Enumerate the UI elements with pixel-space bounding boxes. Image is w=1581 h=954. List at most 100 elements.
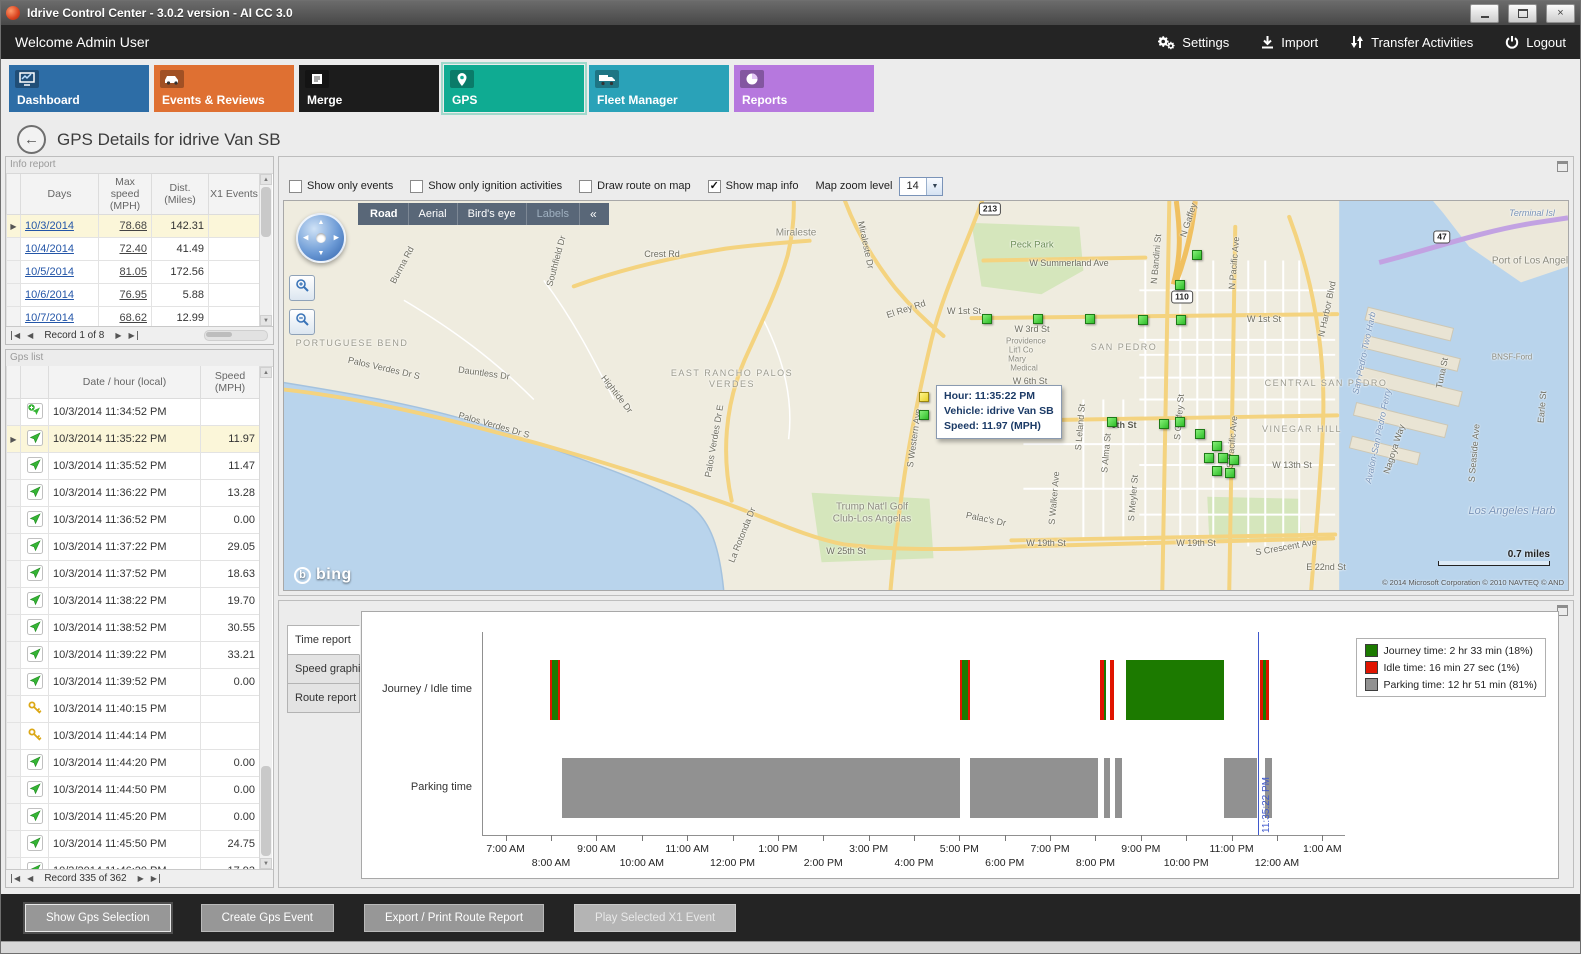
tab-speed-graphic[interactable]: Speed graphic [287,654,366,684]
tab-events-reviews[interactable]: Events & Reviews [154,65,294,112]
max-speed-link[interactable]: 81.05 [119,266,147,278]
pager-prev-button[interactable]: ◀ [27,874,34,883]
max-speed-link[interactable]: 68.62 [119,312,147,324]
table-row[interactable]: 10/4/2014 72.40 41.49 [6,237,260,261]
map-zoom-in-button[interactable] [289,275,315,301]
gps-marker[interactable] [1085,314,1095,324]
button-export-print-route-report[interactable]: Export / Print Route Report [363,903,545,932]
compass-east-icon[interactable]: ▶ [333,234,339,242]
pager-prev-button[interactable]: ◀ [27,331,34,340]
map-style-bird-s-eye[interactable]: Bird's eye [458,203,527,225]
gps-list-row[interactable]: ▶ 10/3/2014 11:35:22 PM 11.97 [6,425,260,453]
gps-marker[interactable] [1175,417,1185,427]
pager-first-button[interactable]: ◀ [11,331,21,340]
gps-list-row[interactable]: 10/3/2014 11:45:20 PM 0.00 [6,803,260,831]
scroll-up-icon[interactable]: ▲ [260,174,272,185]
info-report-scrollbar[interactable]: ▲ ▼ [259,174,272,326]
gps-marker[interactable] [1218,453,1228,463]
max-speed-link[interactable]: 72.40 [119,243,147,255]
gps-marker[interactable] [1212,441,1222,451]
tab-merge[interactable]: Merge [299,65,439,112]
day-link[interactable]: 10/7/2014 [25,312,74,324]
tab-gps[interactable]: GPS [441,62,587,115]
gps-marker[interactable] [1175,280,1185,290]
panel-collapse-icon[interactable] [1557,605,1568,616]
action-logout[interactable]: Logout [1505,35,1566,50]
scroll-down-icon[interactable]: ▼ [260,315,272,326]
tab-dashboard[interactable]: Dashboard [9,65,149,112]
max-speed-link[interactable]: 78.68 [119,220,147,232]
table-row[interactable]: 10/6/2014 76.95 5.88 [6,283,260,307]
day-link[interactable]: 10/6/2014 [25,289,74,301]
gps-marker[interactable] [1107,417,1117,427]
gps-list-row[interactable]: 10/3/2014 11:39:52 PM 0.00 [6,668,260,696]
button-create-gps-event[interactable]: Create Gps Event [200,903,334,932]
tab-fleet-manager[interactable]: Fleet Manager [589,65,729,112]
gps-list-row[interactable]: 10/3/2014 11:36:22 PM 13.28 [6,479,260,507]
pager-next-button[interactable]: ▶ [115,331,122,340]
gps-list-scrollbar[interactable]: ▲ ▼ [259,367,272,869]
pager-last-button[interactable]: ▶ [150,874,160,883]
gps-list-row[interactable]: 10/3/2014 11:37:22 PM 29.05 [6,533,260,561]
checkbox-show-map-info[interactable]: ✓ Show map info [707,179,798,193]
scroll-down-icon[interactable]: ▼ [260,858,272,869]
day-link[interactable]: 10/5/2014 [25,266,74,278]
checkbox-box[interactable] [579,179,593,193]
map-zoom-select[interactable]: 14 ▼ [899,176,944,196]
gps-list-row[interactable]: 10/3/2014 11:46:20 PM17.93 [6,857,260,870]
gps-list-row[interactable]: 10/3/2014 11:44:50 PM 0.00 [6,776,260,804]
gps-list-row[interactable]: 10/3/2014 11:44:14 PM [6,722,260,750]
gps-list-row[interactable]: 10/3/2014 11:39:22 PM 33.21 [6,641,260,669]
checkbox-box[interactable] [410,179,424,193]
map-view[interactable]: Miraleste Peck Park W Summerland Ave Crest … [283,200,1569,591]
gps-marker[interactable] [1033,314,1043,324]
pager-last-button[interactable]: ▶ [128,331,138,340]
gps-list-row[interactable]: 10/3/2014 11:38:52 PM 30.55 [6,614,260,642]
pager-next-button[interactable]: ▶ [137,874,144,883]
compass-south-icon[interactable]: ▼ [317,250,325,257]
pager-scrollbar-thumb[interactable] [206,332,232,337]
gps-marker[interactable] [1192,250,1202,260]
day-link[interactable]: 10/4/2014 [25,243,74,255]
gps-list-row[interactable]: 10/3/2014 11:35:52 PM 11.47 [6,452,260,480]
gps-marker[interactable] [1176,315,1186,325]
table-row[interactable]: ▶ 10/3/2014 78.68 142.31 [6,214,260,238]
gps-marker[interactable] [1195,429,1205,439]
time-cursor[interactable] [1258,632,1260,835]
checkbox-show-only-ignition-activities[interactable]: Show only ignition activities [410,179,562,193]
tab-route-report[interactable]: Route report [287,683,360,713]
gps-list-row[interactable]: 10/3/2014 11:40:15 PM [6,695,260,723]
map-style-collapse-button[interactable]: « [590,207,597,221]
pager-first-button[interactable]: ◀ [11,874,21,883]
gps-marker[interactable] [1229,455,1239,465]
gps-list-row[interactable]: 10/3/2014 11:44:20 PM 0.00 [6,749,260,777]
checkbox-draw-route-on-map[interactable]: Draw route on map [579,179,691,193]
gps-marker[interactable] [1138,315,1148,325]
back-button[interactable]: ← [17,125,46,154]
action-import[interactable]: Import [1261,35,1318,50]
map-style-road[interactable]: Road [360,203,409,225]
compass-north-icon[interactable]: ▲ [317,219,325,226]
tab-time-report[interactable]: Time report [287,625,360,655]
gps-marker[interactable] [919,392,929,402]
map-compass[interactable]: ▲ ▼ ◀ ▶ [296,213,346,263]
tab-reports[interactable]: Reports [734,65,874,112]
gps-list-row[interactable]: 10/3/2014 11:34:52 PM [6,398,260,426]
scrollbar-thumb[interactable] [261,766,271,856]
scrollbar-thumb[interactable] [261,187,271,237]
gps-marker[interactable] [1212,466,1222,476]
action-transfer-activities[interactable]: Transfer Activities [1350,35,1473,50]
gps-list-row[interactable]: 10/3/2014 11:45:50 PM 24.75 [6,830,260,858]
button-show-gps-selection[interactable]: Show Gps Selection [25,903,171,932]
max-speed-link[interactable]: 76.95 [119,289,147,301]
gps-list-row[interactable]: 10/3/2014 11:38:22 PM 19.70 [6,587,260,615]
gps-marker[interactable] [982,314,992,324]
checkbox-box[interactable]: ✓ [707,179,721,193]
scroll-up-icon[interactable]: ▲ [260,367,272,378]
checkbox-show-only-events[interactable]: Show only events [289,179,393,193]
pager-scrollbar[interactable] [204,330,268,341]
table-row[interactable]: 10/7/2014 68.62 12.99 [6,306,260,330]
close-button[interactable]: × [1546,3,1575,23]
minimize-button[interactable] [1470,3,1499,23]
gps-marker[interactable] [1225,468,1235,478]
